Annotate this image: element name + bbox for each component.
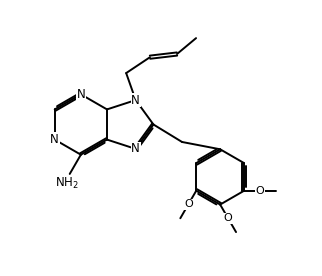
Text: O: O <box>256 186 264 196</box>
Text: O: O <box>184 200 193 209</box>
Text: N: N <box>50 133 59 146</box>
Text: O: O <box>224 213 232 223</box>
Text: N: N <box>131 142 140 155</box>
Text: N: N <box>131 94 140 107</box>
Text: NH$_2$: NH$_2$ <box>55 176 79 191</box>
Text: N: N <box>77 88 85 101</box>
